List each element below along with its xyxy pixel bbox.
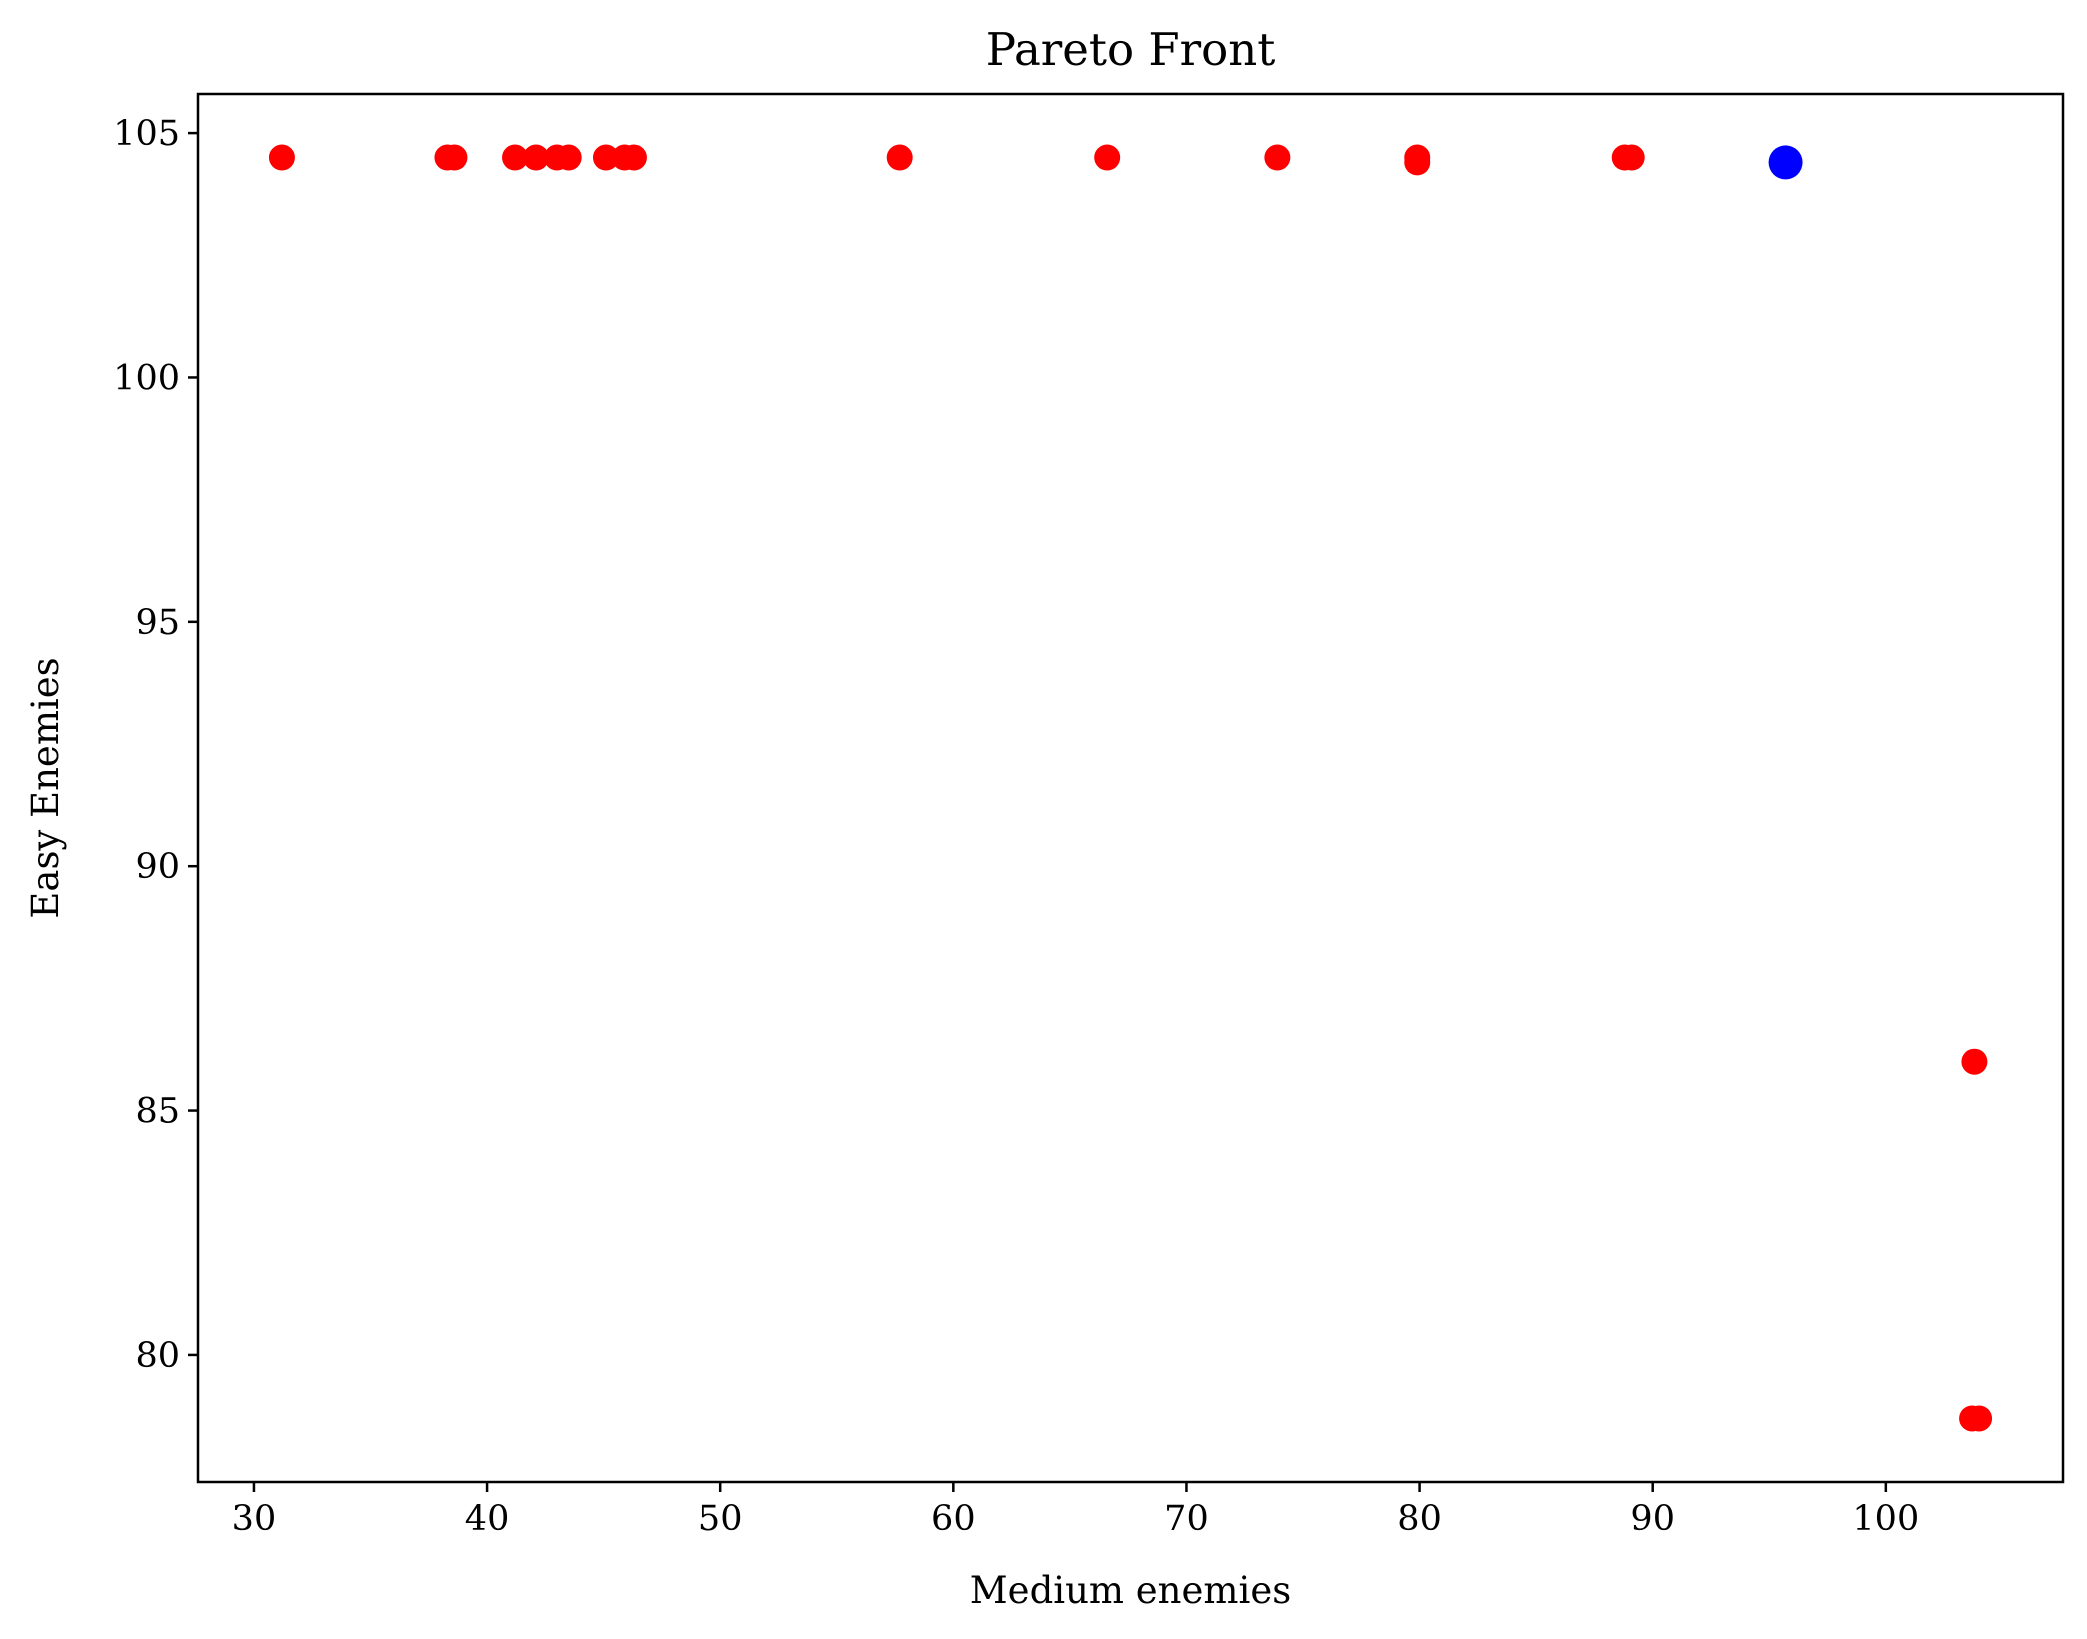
data-point [523,144,550,171]
x-tick-label: 40 [465,1499,510,1539]
x-axis-label: Medium enemies [970,1569,1291,1612]
data-point [1961,1048,1988,1075]
data-point [592,144,619,171]
data-point [268,144,295,171]
data-point [1618,144,1645,171]
y-tick-label: 90 [135,847,180,887]
data-point [1404,144,1431,171]
x-tick-label: 90 [1630,1499,1675,1539]
data-point [502,144,529,171]
data-point [441,144,468,171]
data-point [1264,144,1291,171]
x-tick-label: 50 [698,1499,743,1539]
data-point [886,144,913,171]
data-point [555,144,582,171]
y-tick-label: 80 [135,1336,180,1376]
x-tick-label: 100 [1852,1499,1919,1539]
x-tick-label: 30 [232,1499,277,1539]
data-points-layer [268,144,1993,1432]
y-tick-label: 95 [135,603,180,643]
y-axis-ticks: 80 85 90 95 100 105 [113,114,198,1376]
y-tick-label: 100 [113,358,180,398]
x-tick-label: 80 [1397,1499,1442,1539]
y-tick-label: 105 [113,114,180,154]
chart-title: Pareto Front [986,23,1276,76]
x-tick-label: 60 [931,1499,976,1539]
y-axis-label: Easy Enemies [24,657,67,918]
highlighted-point [1768,145,1803,180]
y-tick-label: 85 [135,1092,180,1132]
data-point [620,144,647,171]
x-tick-label: 70 [1164,1499,1209,1539]
plot-frame [196,92,2065,1484]
data-point [1094,144,1121,171]
data-point [1966,1405,1993,1432]
x-axis-ticks: 30 40 50 60 70 80 90 100 [232,1482,1919,1539]
